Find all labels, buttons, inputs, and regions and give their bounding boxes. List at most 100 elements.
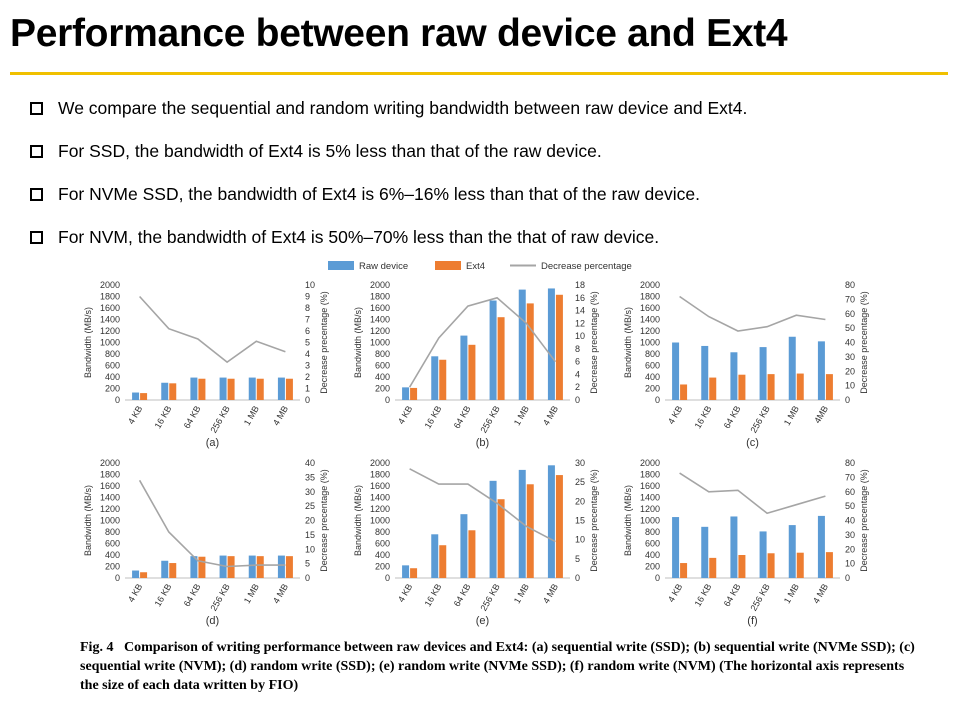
y-tick-label: 800	[375, 527, 390, 537]
bar-ext4	[468, 530, 476, 578]
bar-raw-device	[759, 531, 767, 578]
bar-raw-device	[460, 514, 468, 578]
chart-panel: 0200400600800100012001400160018002000024…	[353, 280, 599, 449]
legend-label: Ext4	[466, 261, 485, 272]
x-tick-label: 16 KB	[153, 582, 174, 608]
y-tick-label: 200	[105, 384, 120, 394]
y2-axis-label: Decrease precentage (%)	[859, 291, 869, 394]
y-tick-label: 1400	[100, 315, 120, 325]
y2-tick-label: 7	[305, 315, 310, 325]
y-tick-label: 2000	[100, 280, 120, 290]
y-tick-label: 2000	[370, 458, 390, 468]
y2-tick-label: 18	[575, 280, 585, 290]
bar-raw-device	[817, 515, 825, 578]
panel-label: (f)	[747, 615, 757, 627]
y2-tick-label: 1	[305, 384, 310, 394]
x-tick-label: 1 MB	[242, 404, 261, 427]
x-tick-label: 4 KB	[126, 582, 144, 604]
y-axis-label: Bandwidth (MB/s)	[623, 485, 633, 556]
bar-raw-device	[402, 565, 410, 578]
bar-ext4	[256, 378, 264, 400]
slide-title: Performance between raw device and Ext4	[10, 12, 788, 55]
checkbox-square-icon	[30, 102, 43, 115]
y2-tick-label: 30	[845, 352, 855, 362]
y-tick-label: 2000	[640, 280, 660, 290]
y-tick-label: 200	[645, 562, 660, 572]
bar-raw-device	[701, 526, 709, 578]
panel-label: (b)	[476, 437, 489, 449]
bar-raw-device	[547, 288, 555, 400]
x-tick-label: 4MB	[812, 404, 830, 425]
y2-tick-label: 6	[575, 357, 580, 367]
x-tick-label: 4 MB	[271, 404, 290, 427]
y-tick-label: 0	[655, 395, 660, 405]
bar-raw-device	[277, 555, 285, 578]
x-tick-label: 16 KB	[693, 582, 714, 608]
x-tick-label: 4 KB	[396, 404, 414, 426]
y2-tick-label: 3	[305, 361, 310, 371]
y2-tick-label: 16	[575, 293, 585, 303]
y-tick-label: 400	[645, 372, 660, 382]
y-tick-label: 1600	[370, 303, 390, 313]
y-axis-label: Bandwidth (MB/s)	[353, 485, 363, 556]
y2-tick-label: 60	[845, 309, 855, 319]
y-tick-label: 200	[105, 562, 120, 572]
x-tick-label: 64 KB	[722, 582, 743, 608]
y2-tick-label: 10	[845, 381, 855, 391]
y2-tick-label: 0	[845, 573, 850, 583]
bar-raw-device	[248, 555, 256, 578]
bar-ext4	[140, 393, 148, 400]
y2-tick-label: 20	[845, 366, 855, 376]
x-tick-label: 256 KB	[748, 404, 771, 435]
bar-ext4	[738, 555, 746, 578]
bar-ext4	[285, 378, 293, 400]
y-tick-label: 1400	[370, 493, 390, 503]
bar-ext4	[439, 359, 447, 400]
y2-tick-label: 40	[845, 516, 855, 526]
bar-raw-device	[701, 345, 709, 400]
bar-ext4	[526, 484, 534, 578]
bar-ext4	[680, 384, 688, 400]
x-tick-label: 1 MB	[782, 582, 801, 605]
bar-ext4	[709, 377, 717, 400]
y-axis-label: Bandwidth (MB/s)	[353, 307, 363, 378]
bar-raw-device	[730, 516, 738, 578]
bar-ext4	[169, 383, 177, 400]
x-tick-label: 256 KB	[208, 582, 231, 613]
bar-ext4	[555, 475, 563, 578]
y2-tick-label: 5	[575, 554, 580, 564]
bar-ext4	[256, 556, 264, 578]
x-tick-label: 64 KB	[452, 404, 473, 430]
y-tick-label: 2000	[100, 458, 120, 468]
y2-tick-label: 20	[305, 516, 315, 526]
y2-axis-label: Decrease precentage (%)	[319, 291, 329, 394]
decrease-percentage-line	[139, 295, 286, 364]
bullet-text: For NVMe SSD, the bandwidth of Ext4 is 6…	[58, 184, 700, 204]
bar-ext4	[738, 374, 746, 400]
bar-raw-device	[402, 387, 410, 400]
bar-ext4	[410, 568, 418, 578]
bar-raw-device	[730, 352, 738, 400]
y2-tick-label: 30	[845, 530, 855, 540]
y-axis-label: Bandwidth (MB/s)	[83, 307, 93, 378]
checkbox-square-icon	[30, 188, 43, 201]
bar-raw-device	[460, 335, 468, 400]
bar-ext4	[767, 553, 775, 578]
y-tick-label: 1200	[100, 326, 120, 336]
y2-tick-label: 80	[845, 458, 855, 468]
bar-raw-device	[219, 377, 227, 400]
y-tick-label: 200	[375, 384, 390, 394]
y2-axis-label: Decrease precentage (%)	[859, 469, 869, 572]
y-tick-label: 1400	[370, 315, 390, 325]
chart-panel: 0200400600800100012001400160018002000010…	[623, 280, 869, 449]
y2-tick-label: 0	[575, 573, 580, 583]
bar-ext4	[140, 572, 148, 578]
y2-axis-label: Decrease precentage (%)	[319, 469, 329, 572]
x-tick-label: 4 KB	[126, 404, 144, 426]
y-tick-label: 800	[105, 527, 120, 537]
y-tick-label: 1200	[370, 326, 390, 336]
y2-tick-label: 15	[575, 516, 585, 526]
y2-tick-label: 2	[575, 382, 580, 392]
y-tick-label: 1600	[100, 481, 120, 491]
x-tick-label: 256 KB	[478, 582, 501, 613]
